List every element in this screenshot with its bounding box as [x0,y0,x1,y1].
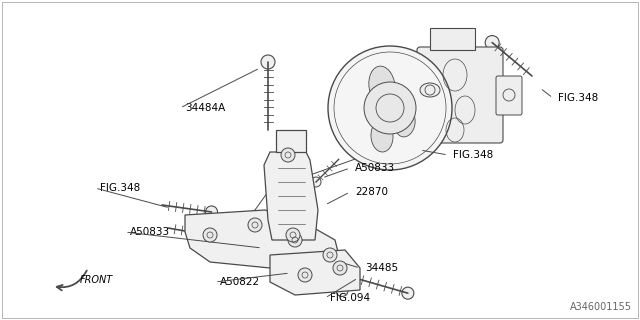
Text: 22870: 22870 [355,187,388,197]
Text: FIG.348: FIG.348 [453,150,493,160]
Text: FRONT: FRONT [80,275,113,285]
Circle shape [248,218,262,232]
Text: FIG.348: FIG.348 [100,183,140,193]
Ellipse shape [369,66,395,106]
Ellipse shape [371,120,393,152]
Circle shape [402,287,414,299]
Text: FIG.348: FIG.348 [558,93,598,103]
Circle shape [323,248,337,262]
Circle shape [286,228,300,242]
Ellipse shape [370,95,394,131]
Circle shape [203,228,217,242]
Polygon shape [264,152,318,240]
Circle shape [261,55,275,69]
Text: FIG.094: FIG.094 [330,293,370,303]
Text: 34484A: 34484A [185,103,225,113]
Circle shape [485,36,499,50]
Polygon shape [185,210,340,270]
Circle shape [298,268,312,282]
Bar [276,130,306,152]
Circle shape [364,82,416,134]
FancyBboxPatch shape [417,47,503,143]
Text: 34485: 34485 [365,263,398,273]
Circle shape [327,253,345,271]
Circle shape [288,233,302,247]
Circle shape [311,177,321,187]
Polygon shape [270,250,360,295]
Circle shape [336,284,348,297]
Circle shape [211,231,223,243]
Ellipse shape [395,109,415,137]
Circle shape [333,261,347,275]
Circle shape [333,271,347,285]
Text: A50833: A50833 [355,163,395,173]
Circle shape [281,148,295,162]
Text: A346001155: A346001155 [570,302,632,312]
Text: A50822: A50822 [220,277,260,287]
Circle shape [205,206,218,218]
Ellipse shape [420,83,440,97]
Text: A50833: A50833 [130,227,170,237]
Circle shape [328,46,452,170]
Bar [430,28,475,50]
Circle shape [303,253,315,265]
FancyBboxPatch shape [496,76,522,115]
